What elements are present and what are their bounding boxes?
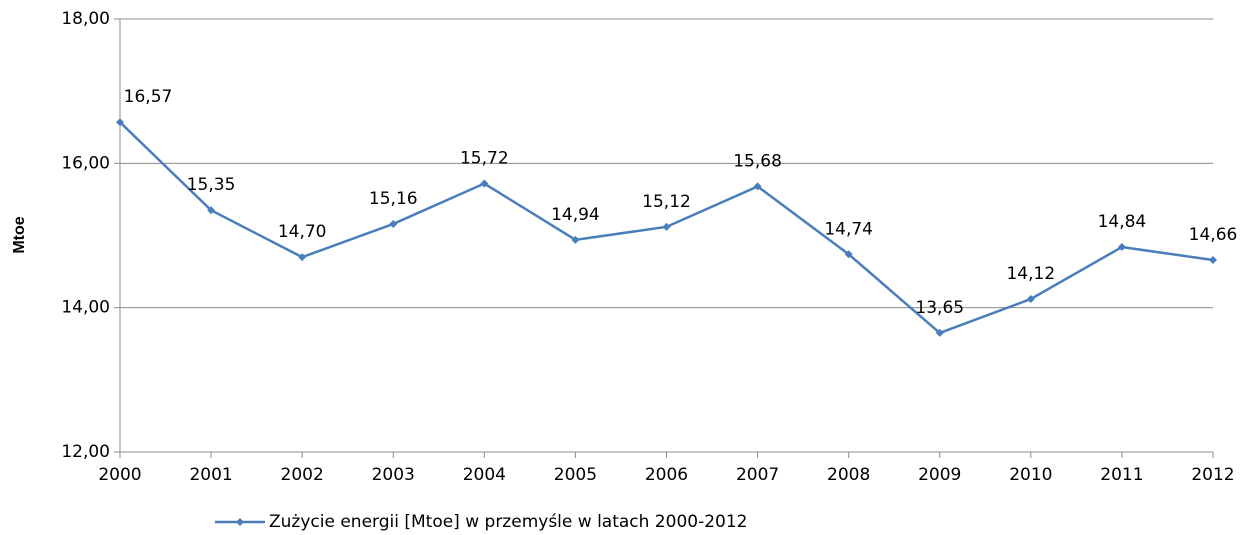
x-tick-label: 2002 bbox=[281, 465, 324, 485]
x-tick-label: 2005 bbox=[554, 465, 597, 485]
data-label: 13,65 bbox=[915, 298, 964, 318]
data-label: 15,35 bbox=[187, 175, 236, 195]
y-axis-label: Mtoe bbox=[11, 216, 28, 253]
x-tick-label: 2006 bbox=[645, 465, 688, 485]
y-tick-label: 16,00 bbox=[61, 153, 110, 173]
data-label: 14,74 bbox=[824, 219, 873, 239]
point bbox=[753, 182, 762, 191]
data-label: 14,66 bbox=[1189, 225, 1238, 245]
point bbox=[1209, 256, 1217, 265]
x-tick-label: 2012 bbox=[1191, 465, 1234, 485]
x-tick-label: 2001 bbox=[189, 465, 232, 485]
point bbox=[480, 179, 489, 188]
point bbox=[571, 235, 580, 244]
y-tick-label: 18,00 bbox=[61, 9, 110, 29]
x-tick-label: 2004 bbox=[463, 465, 506, 485]
x-tick-label: 2010 bbox=[1009, 465, 1052, 485]
point bbox=[844, 250, 853, 259]
data-label: 15,72 bbox=[460, 149, 509, 169]
point bbox=[207, 206, 216, 215]
point bbox=[1117, 243, 1126, 252]
legend-marker bbox=[236, 518, 244, 526]
data-label: 14,70 bbox=[278, 222, 327, 242]
x-tick-label: 2003 bbox=[372, 465, 415, 485]
x-tick-label: 2009 bbox=[918, 465, 961, 485]
data-label: 16,57 bbox=[124, 87, 173, 107]
point bbox=[1026, 295, 1035, 304]
point bbox=[389, 219, 398, 228]
data-label: 14,94 bbox=[551, 205, 600, 225]
data-label: 15,12 bbox=[642, 192, 691, 212]
data-label: 14,84 bbox=[1098, 212, 1147, 232]
data-label: 14,12 bbox=[1006, 264, 1055, 284]
point bbox=[662, 222, 671, 231]
y-tick-label: 12,00 bbox=[61, 442, 110, 462]
legend-label: Zużycie energii [Mtoe] w przemyśle w lat… bbox=[269, 512, 747, 532]
x-tick-label: 2008 bbox=[827, 465, 870, 485]
point bbox=[935, 328, 944, 337]
x-tick-label: 2011 bbox=[1100, 465, 1143, 485]
data-label: 15,68 bbox=[733, 151, 782, 171]
x-tick-label: 2000 bbox=[98, 465, 141, 485]
x-tick-label: 2007 bbox=[736, 465, 779, 485]
point bbox=[116, 118, 124, 127]
data-label: 15,16 bbox=[369, 189, 418, 209]
y-tick-label: 14,00 bbox=[61, 298, 110, 318]
point bbox=[298, 253, 307, 262]
